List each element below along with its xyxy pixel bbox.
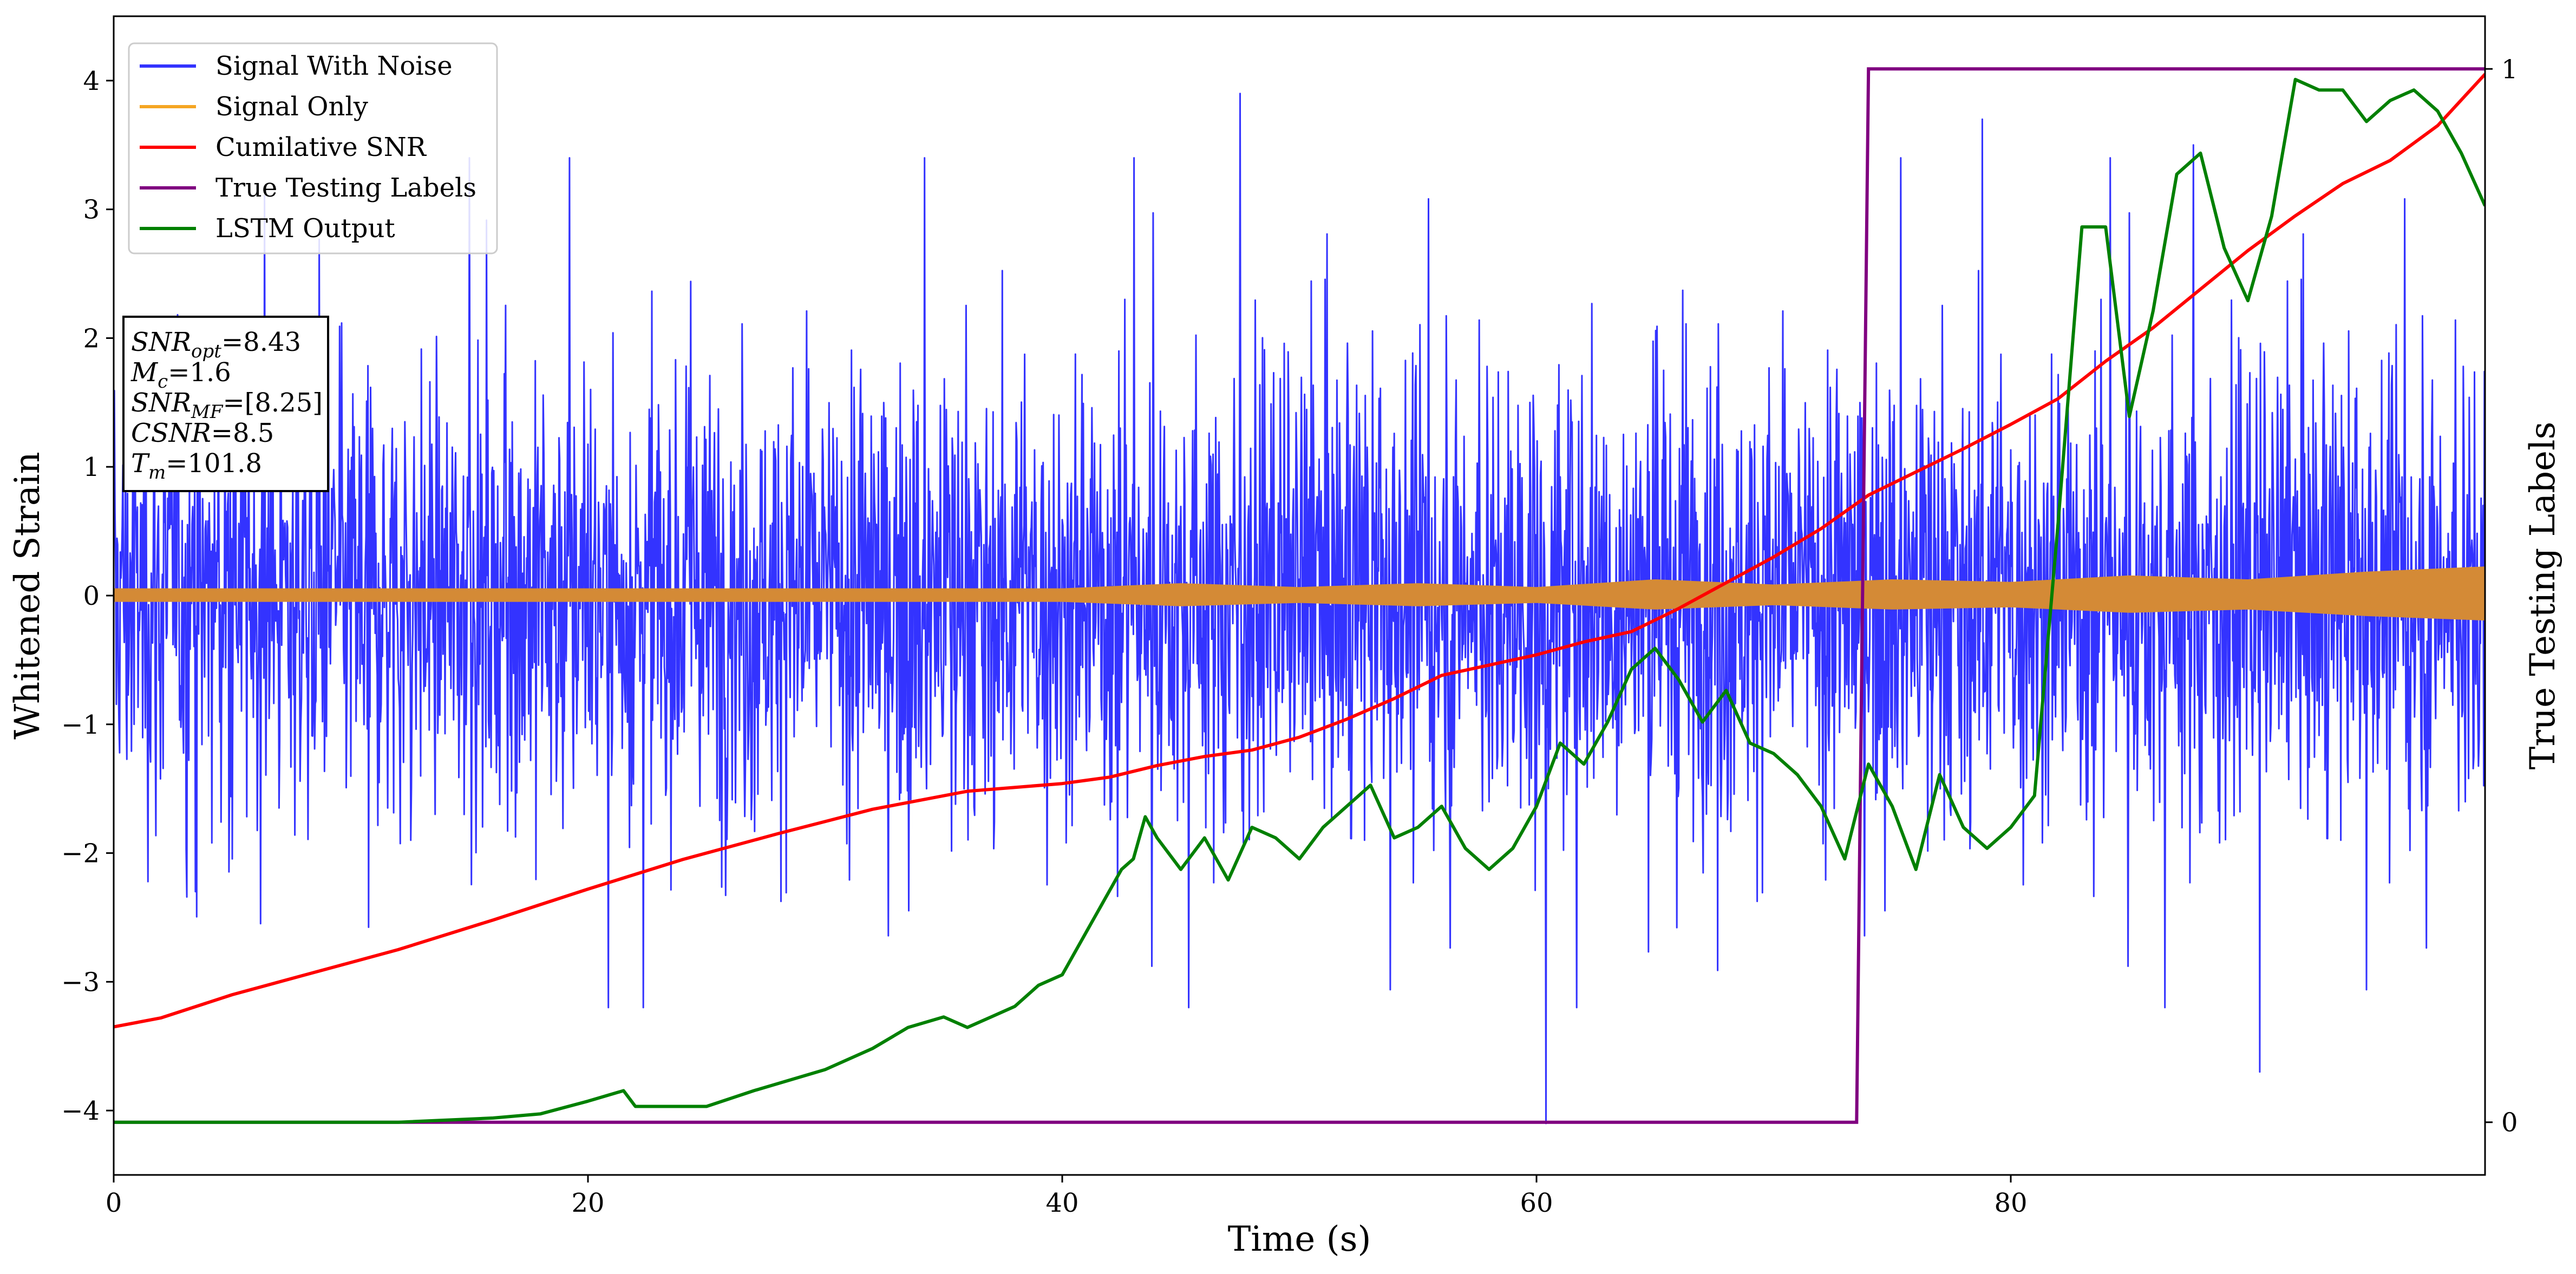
- series-signal-only: [114, 566, 2485, 621]
- info-value: =101.8: [166, 448, 262, 479]
- info-value: =1.6: [168, 357, 231, 388]
- info-value: =8.43: [221, 327, 301, 357]
- info-box-line: SNRopt=8.43: [131, 327, 301, 362]
- y-tick-label: 4: [83, 66, 100, 96]
- y-tick-label: −1: [61, 710, 100, 740]
- y-tick-label: 0: [83, 581, 100, 611]
- y-tick-label: 1: [83, 452, 100, 482]
- legend: Signal With Noise Signal Only Cumilative S…: [128, 42, 498, 254]
- info-symbol: CSNR: [131, 418, 211, 448]
- info-box-line: CSNR=8.5: [131, 418, 274, 448]
- x-axis-title: Time (s): [1228, 1219, 1371, 1259]
- y2-tick-label: 0: [2501, 1108, 2518, 1138]
- legend-frame: [128, 42, 498, 254]
- info-box-line: Mc=1.6: [130, 357, 231, 393]
- series-cumilative-snr: [114, 73, 2485, 1029]
- legend-label: Signal Only: [215, 92, 368, 122]
- info-symbol: M: [130, 357, 159, 388]
- x-tick-label: 40: [1045, 1188, 1078, 1218]
- y-tick-label: −4: [61, 1096, 100, 1126]
- info-box-line: SNRMF=[8.25]: [131, 388, 323, 423]
- info-symbol: SNR: [131, 327, 191, 357]
- x-tick-label: 60: [1520, 1188, 1553, 1218]
- info-symbol: SNR: [131, 388, 191, 418]
- x-tick-label: 20: [571, 1188, 604, 1218]
- info-value: =[8.25]: [223, 388, 323, 418]
- legend-label: True Testing Labels: [215, 173, 476, 203]
- info-subscript: c: [158, 371, 168, 393]
- info-subscript: MF: [191, 401, 224, 423]
- legend-label: LSTM Output: [215, 213, 395, 244]
- info-box-line: Tm=101.8: [131, 448, 262, 484]
- series-lstm-output: [114, 77, 2485, 1124]
- x-axis: 0 20 40 60 80: [106, 1175, 2028, 1218]
- y-tick-label: 3: [83, 195, 100, 225]
- y-axis-title: Whitened Strain: [8, 452, 48, 739]
- y-axis-right: 01: [2485, 54, 2518, 1138]
- y-tick-label: 2: [83, 323, 100, 354]
- y2-tick-label: 1: [2501, 54, 2518, 84]
- x-tick-label: 0: [106, 1188, 122, 1218]
- y-axis-left: −4 −3 −2 −1 0 1 2 3 4: [61, 66, 114, 1126]
- info-value: =8.5: [211, 418, 274, 448]
- y2-axis-title: True Testing Labels: [2523, 422, 2563, 770]
- info-subscript: opt: [191, 341, 221, 362]
- data-layer: [114, 67, 2485, 1125]
- y-tick-label: −2: [61, 839, 100, 869]
- legend-label: Signal With Noise: [215, 51, 453, 81]
- series-true-testing-labels: [114, 67, 2485, 1124]
- y-tick-label: −3: [61, 967, 100, 997]
- info-subscript: m: [148, 462, 166, 484]
- info-box-frame: [122, 316, 329, 492]
- x-tick-label: 80: [1994, 1188, 2027, 1218]
- info-symbol: T: [131, 448, 150, 479]
- info-box: SNRopt=8.43Mc=1.6SNRMF=[8.25]CSNR=8.5Tm=…: [122, 316, 329, 492]
- legend-label: Cumilative SNR: [215, 132, 427, 162]
